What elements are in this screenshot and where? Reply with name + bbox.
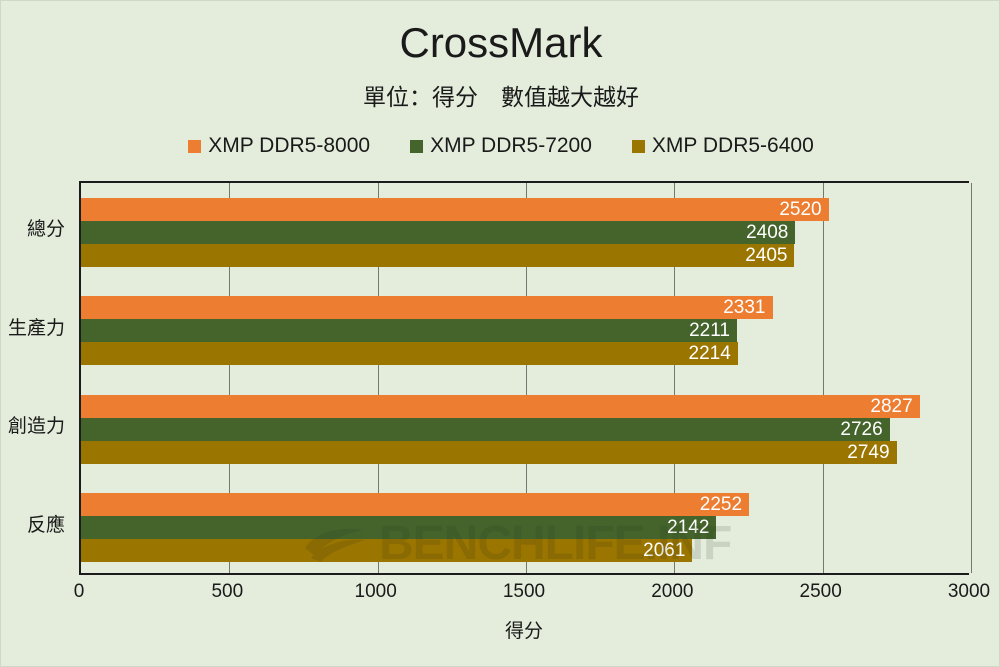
bar-row: 2142 bbox=[81, 516, 971, 540]
bar[interactable] bbox=[81, 342, 738, 366]
bars-layer: 2520 2408 2405 2331 2211 2214 2827 2726 2749 2252… bbox=[81, 183, 969, 573]
bar[interactable] bbox=[81, 296, 773, 320]
value-axis-tick-label: 0 bbox=[73, 581, 85, 602]
bar-value-label: 2827 bbox=[870, 395, 913, 417]
category-axis: 總分生產力創造力反應 bbox=[1, 181, 79, 575]
bar-value-label: 2331 bbox=[723, 297, 766, 319]
bar-value-label: 2211 bbox=[689, 320, 730, 342]
bar[interactable] bbox=[81, 319, 737, 343]
bar-value-label: 2214 bbox=[688, 343, 731, 365]
bar-row: 2405 bbox=[81, 243, 971, 267]
bar[interactable] bbox=[81, 394, 920, 418]
bar[interactable] bbox=[81, 220, 796, 244]
gridline bbox=[377, 183, 379, 573]
bar-row: 2520 bbox=[81, 197, 971, 221]
bar-row: 2408 bbox=[81, 220, 971, 244]
bar-row: 2214 bbox=[81, 342, 971, 366]
legend-label: XMP DDR5-8000 bbox=[208, 134, 371, 157]
value-axis-tick-label: 2500 bbox=[799, 581, 842, 602]
chart-legend: XMP DDR5-8000 XMP DDR5-7200 XMP DDR5-640… bbox=[1, 133, 1000, 159]
bar-value-label: 2408 bbox=[746, 221, 789, 243]
legend-label: XMP DDR5-7200 bbox=[430, 134, 592, 157]
category-axis-label: 生產力 bbox=[7, 317, 65, 339]
bar-row: 2749 bbox=[81, 440, 971, 464]
category-axis-label: 總分 bbox=[26, 219, 65, 241]
chart-title: CrossMark bbox=[399, 19, 603, 66]
legend-swatch-icon bbox=[631, 139, 645, 153]
gridline bbox=[822, 183, 824, 573]
legend-item-series-1[interactable]: XMP DDR5-8000 bbox=[188, 133, 370, 159]
bar-row: 2211 bbox=[81, 319, 971, 343]
bar[interactable] bbox=[81, 197, 829, 221]
value-axis-tick-label: 3000 bbox=[947, 581, 991, 602]
bar-row: 2252 bbox=[81, 493, 971, 517]
gridline bbox=[674, 183, 676, 573]
bar[interactable] bbox=[81, 417, 890, 441]
category-axis-label: 創造力 bbox=[7, 416, 65, 438]
bar-value-label: 2749 bbox=[847, 441, 890, 463]
gridline bbox=[229, 183, 231, 573]
value-axis-title: 得分 bbox=[504, 621, 543, 642]
bar-row: 2331 bbox=[81, 296, 971, 320]
bar[interactable] bbox=[81, 539, 693, 563]
bar-row: 2726 bbox=[81, 417, 971, 441]
bar-value-label: 2252 bbox=[699, 494, 743, 516]
value-axis-tick-label: 500 bbox=[211, 581, 244, 602]
bar-group: 2331 2211 2214 bbox=[81, 282, 969, 381]
plot-area: 2520 2408 2405 2331 2211 2214 2827 2726 2749 2252… bbox=[79, 181, 972, 575]
bar-group: 2827 2726 2749 bbox=[81, 380, 969, 479]
legend-item-series-2[interactable]: XMP DDR5-7200 bbox=[410, 133, 592, 159]
bar-group: 2520 2408 2405 bbox=[81, 183, 969, 282]
category-axis-label: 反應 bbox=[26, 514, 65, 536]
bar-value-label: 2061 bbox=[643, 540, 686, 562]
bar[interactable] bbox=[81, 243, 795, 267]
bar[interactable] bbox=[81, 516, 717, 540]
bar-group: 2252 2142 2061 bbox=[81, 479, 969, 578]
legend-swatch-icon bbox=[410, 139, 424, 153]
legend-item-series-3[interactable]: XMP DDR5-6400 bbox=[631, 133, 814, 159]
bar-row: 2061 bbox=[81, 539, 971, 563]
value-axis: 0 500 1000 1500 2000 2500 3000 bbox=[74, 579, 990, 609]
bar-value-label: 2142 bbox=[667, 517, 710, 539]
legend-swatch-icon bbox=[188, 139, 202, 153]
bar[interactable] bbox=[81, 493, 750, 517]
value-axis-tick-label: 1000 bbox=[354, 581, 397, 602]
bar[interactable] bbox=[81, 440, 897, 464]
bar-row: 2827 bbox=[81, 394, 971, 418]
gridline bbox=[526, 183, 527, 573]
bar-value-label: 2520 bbox=[779, 198, 822, 220]
chart-subtitle: 單位：得分 數值越大越好 bbox=[363, 84, 639, 110]
legend-label: XMP DDR5-6400 bbox=[651, 134, 814, 157]
value-axis-tick-label: 1500 bbox=[502, 581, 546, 602]
bar-value-label: 2405 bbox=[745, 244, 788, 266]
value-axis-tick-label: 2000 bbox=[651, 581, 694, 602]
bar-value-label: 2726 bbox=[840, 418, 883, 440]
gridlines bbox=[81, 183, 972, 573]
gridline bbox=[971, 183, 972, 573]
